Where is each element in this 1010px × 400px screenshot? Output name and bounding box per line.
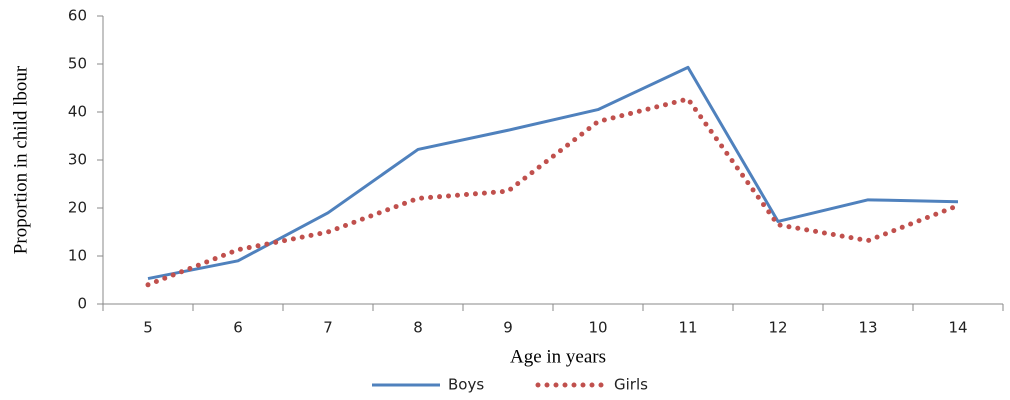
x-tick-label: 6 [233, 319, 243, 337]
legend-label: Girls [614, 376, 648, 394]
series-line [147, 65, 959, 281]
y-tick-label: 10 [68, 247, 87, 265]
x-tick-label: 9 [503, 319, 513, 337]
y-axis-title: Proportion in child lbour [10, 65, 31, 254]
y-tick-label: 40 [68, 103, 87, 121]
legend-label: Boys [448, 376, 484, 394]
series-line [145, 96, 961, 288]
x-tick-label: 7 [323, 319, 333, 337]
y-tick-label: 20 [68, 199, 87, 217]
y-tick-label: 60 [68, 7, 87, 25]
x-tick-label: 12 [768, 319, 787, 337]
y-tick-label: 50 [68, 55, 87, 73]
y-tick-label: 30 [68, 151, 87, 169]
x-axis-title: Age in years [510, 346, 606, 367]
x-tick-label: 13 [858, 319, 877, 337]
y-tick-label: 0 [77, 295, 87, 313]
x-tick-label: 5 [143, 319, 153, 337]
x-tick-label: 14 [948, 319, 967, 337]
x-tick-label: 8 [413, 319, 423, 337]
x-tick-label: 11 [678, 319, 697, 337]
x-tick-label: 10 [588, 319, 607, 337]
